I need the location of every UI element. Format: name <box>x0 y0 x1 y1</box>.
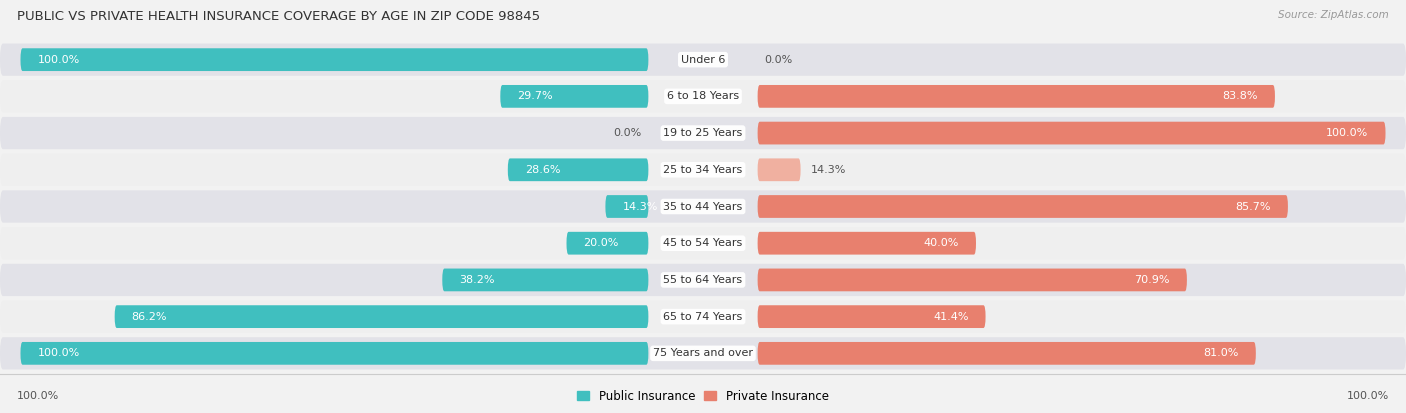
FancyBboxPatch shape <box>0 337 1406 370</box>
Text: 65 to 74 Years: 65 to 74 Years <box>664 312 742 322</box>
FancyBboxPatch shape <box>606 195 648 218</box>
Text: 35 to 44 Years: 35 to 44 Years <box>664 202 742 211</box>
FancyBboxPatch shape <box>115 305 648 328</box>
FancyBboxPatch shape <box>0 190 1406 223</box>
FancyBboxPatch shape <box>443 268 648 291</box>
Text: PUBLIC VS PRIVATE HEALTH INSURANCE COVERAGE BY AGE IN ZIP CODE 98845: PUBLIC VS PRIVATE HEALTH INSURANCE COVER… <box>17 10 540 23</box>
Text: 100.0%: 100.0% <box>17 392 59 401</box>
Text: 19 to 25 Years: 19 to 25 Years <box>664 128 742 138</box>
FancyBboxPatch shape <box>21 48 648 71</box>
FancyBboxPatch shape <box>758 85 1275 108</box>
FancyBboxPatch shape <box>758 159 800 181</box>
Legend: Public Insurance, Private Insurance: Public Insurance, Private Insurance <box>572 385 834 408</box>
FancyBboxPatch shape <box>508 159 648 181</box>
FancyBboxPatch shape <box>0 227 1406 259</box>
Text: 20.0%: 20.0% <box>583 238 619 248</box>
FancyBboxPatch shape <box>0 43 1406 76</box>
Text: 86.2%: 86.2% <box>132 312 167 322</box>
Text: 100.0%: 100.0% <box>1347 392 1389 401</box>
Text: 100.0%: 100.0% <box>1326 128 1368 138</box>
Text: Source: ZipAtlas.com: Source: ZipAtlas.com <box>1278 10 1389 20</box>
FancyBboxPatch shape <box>758 268 1187 291</box>
Text: 41.4%: 41.4% <box>934 312 969 322</box>
FancyBboxPatch shape <box>758 342 1256 365</box>
Text: 40.0%: 40.0% <box>924 238 959 248</box>
Text: 14.3%: 14.3% <box>811 165 846 175</box>
Text: 6 to 18 Years: 6 to 18 Years <box>666 91 740 101</box>
Text: 25 to 34 Years: 25 to 34 Years <box>664 165 742 175</box>
Text: 85.7%: 85.7% <box>1236 202 1271 211</box>
FancyBboxPatch shape <box>0 264 1406 296</box>
FancyBboxPatch shape <box>501 85 648 108</box>
Text: 28.6%: 28.6% <box>524 165 561 175</box>
Text: 75 Years and over: 75 Years and over <box>652 348 754 358</box>
Text: 45 to 54 Years: 45 to 54 Years <box>664 238 742 248</box>
Text: 29.7%: 29.7% <box>517 91 553 101</box>
FancyBboxPatch shape <box>758 195 1288 218</box>
Text: 14.3%: 14.3% <box>623 202 658 211</box>
FancyBboxPatch shape <box>758 232 976 254</box>
FancyBboxPatch shape <box>758 122 1385 145</box>
FancyBboxPatch shape <box>21 342 648 365</box>
FancyBboxPatch shape <box>0 301 1406 333</box>
Text: 55 to 64 Years: 55 to 64 Years <box>664 275 742 285</box>
FancyBboxPatch shape <box>0 154 1406 186</box>
Text: 38.2%: 38.2% <box>460 275 495 285</box>
Text: 70.9%: 70.9% <box>1135 275 1170 285</box>
Text: 100.0%: 100.0% <box>38 55 80 65</box>
FancyBboxPatch shape <box>567 232 648 254</box>
Text: 81.0%: 81.0% <box>1204 348 1239 358</box>
FancyBboxPatch shape <box>758 305 986 328</box>
Text: 0.0%: 0.0% <box>765 55 793 65</box>
Text: 0.0%: 0.0% <box>613 128 641 138</box>
Text: Under 6: Under 6 <box>681 55 725 65</box>
Text: 100.0%: 100.0% <box>38 348 80 358</box>
FancyBboxPatch shape <box>0 117 1406 149</box>
Text: 83.8%: 83.8% <box>1222 91 1258 101</box>
FancyBboxPatch shape <box>0 80 1406 112</box>
